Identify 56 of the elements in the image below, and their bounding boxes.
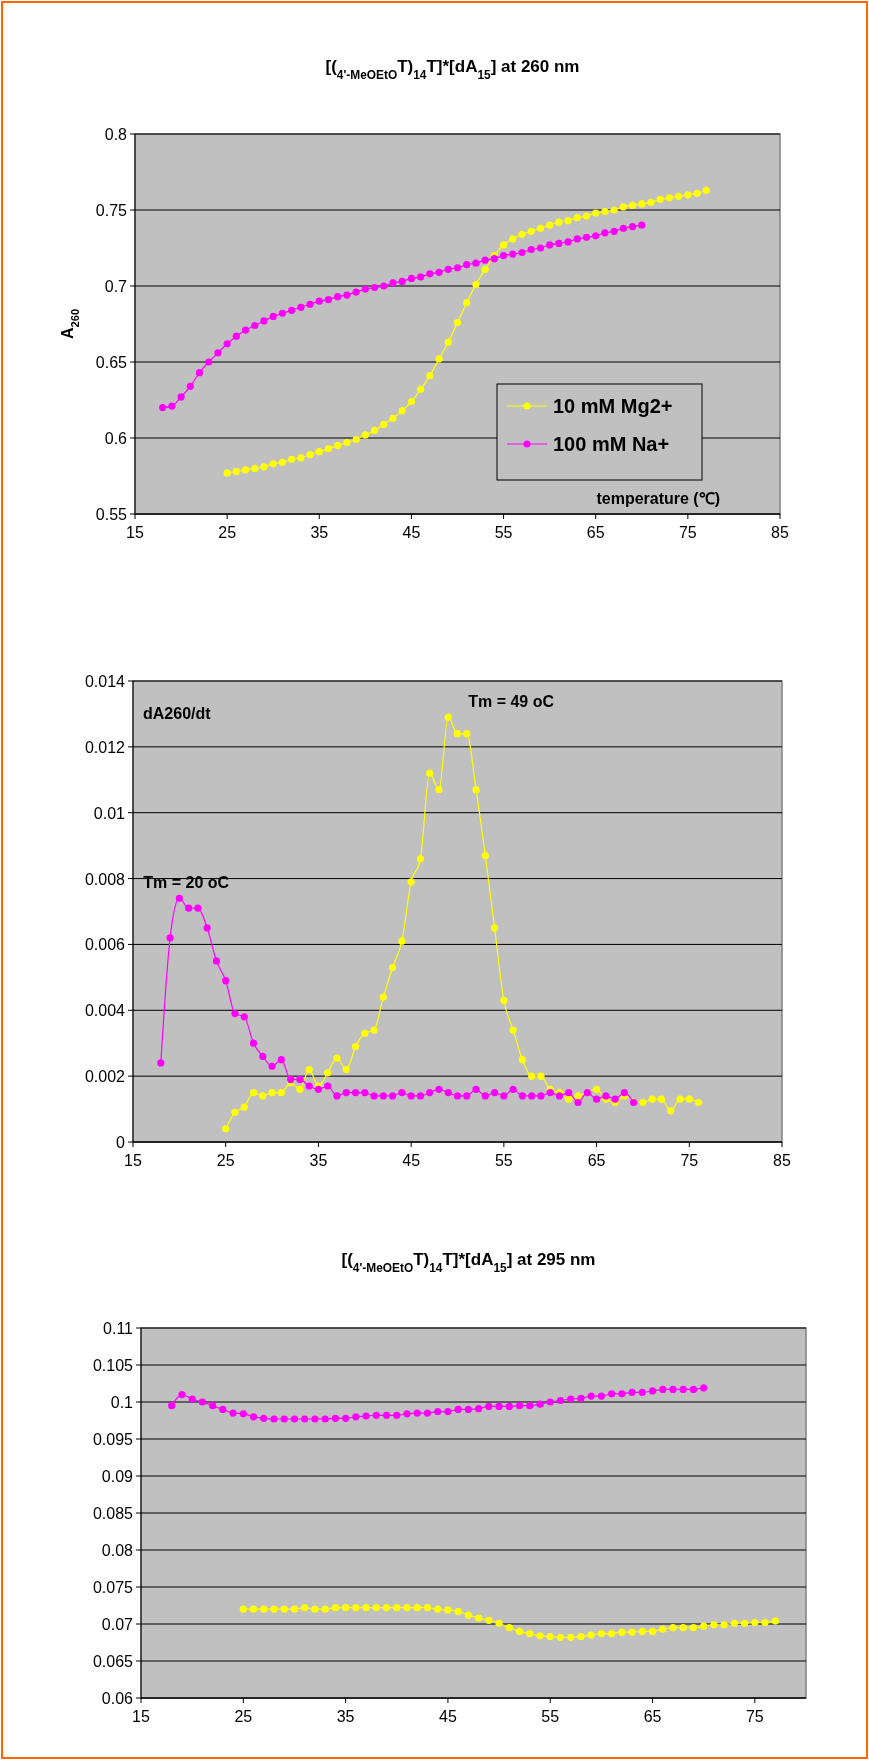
y-tick-label: 0.014	[84, 673, 126, 690]
x-tick-label: 85	[773, 1152, 791, 1169]
legend-label: 100 mM Na+	[553, 433, 670, 455]
y-tick-label: 0.006	[84, 936, 126, 954]
x-tick-label: 55	[541, 1708, 560, 1725]
y-tick-label: 0.65	[95, 354, 128, 371]
chart-title: [($_{4'-MeOEtO}$T)$_{14}$T]*[dA$_{15}$] at 260 nm	[325, 57, 580, 82]
y-tick-label: 0	[116, 1134, 126, 1151]
x-axis-title: temperature (℃)	[596, 490, 720, 507]
y-tick-label: 0.002	[84, 1068, 126, 1086]
y-tick-label: 0.7	[104, 278, 128, 295]
y-tick-label: 0.008	[84, 870, 126, 888]
legend-label: 10 mM Mg2+	[553, 395, 673, 417]
x-tick-label: 45	[439, 1708, 457, 1725]
x-tick-label: 35	[310, 524, 329, 541]
x-tick-label: 65	[587, 1152, 606, 1169]
y-tick-label: 0.55	[95, 506, 128, 523]
x-tick-label: 15	[132, 1708, 150, 1725]
annotation: Tm = 20 oC	[143, 874, 230, 892]
x-tick-label: 15	[126, 524, 144, 541]
annotation: dA260/dt	[143, 705, 212, 722]
x-tick-label: 35	[309, 1152, 328, 1169]
y-tick-label: 0.075	[92, 1579, 134, 1596]
x-tick-label: 15	[124, 1152, 142, 1169]
y-tick-label: 0.105	[92, 1357, 134, 1374]
y-tick-label: 0.75	[95, 202, 128, 219]
x-tick-label: 25	[218, 524, 237, 541]
y-tick-label: 0.095	[92, 1431, 134, 1448]
y-tick-label: 0.1	[110, 1394, 134, 1411]
y-tick-label: 0.012	[84, 738, 126, 756]
x-tick-label: 45	[402, 1152, 421, 1169]
y-tick-label: 0.07	[101, 1616, 134, 1633]
x-tick-label: 75	[745, 1708, 764, 1725]
x-tick-label: 75	[678, 524, 697, 541]
x-tick-label: 25	[216, 1152, 235, 1169]
x-tick-label: 45	[402, 524, 421, 541]
x-tick-label: 85	[771, 524, 789, 541]
x-tick-label: 65	[643, 1708, 662, 1725]
y-tick-label: 0.085	[92, 1505, 134, 1522]
y-tick-label: 0.09	[101, 1468, 134, 1485]
x-tick-label: 55	[494, 524, 513, 541]
y-tick-label: 0.6	[104, 430, 128, 447]
y-tick-label: 0.01	[93, 804, 126, 822]
y-tick-label: 0.08	[101, 1542, 134, 1559]
x-tick-label: 75	[680, 1152, 699, 1169]
x-tick-label: 25	[234, 1708, 253, 1725]
annotation: Tm = 49 oC	[468, 693, 555, 711]
chart-title: [($_{4'-MeOEtO}$T)$_{14}$T]*[dA$_{15}$] at 295 nm	[341, 1250, 596, 1275]
x-tick-label: 55	[494, 1152, 513, 1169]
y-tick-label: 0.004	[84, 1002, 126, 1020]
y-tick-label: 0.11	[103, 1320, 134, 1337]
y-tick-label: 0.065	[92, 1653, 134, 1670]
y-tick-label: 0.8	[104, 126, 128, 143]
x-tick-label: 65	[586, 524, 605, 541]
x-tick-label: 35	[336, 1708, 355, 1725]
y-tick-label: 0.06	[101, 1690, 134, 1707]
